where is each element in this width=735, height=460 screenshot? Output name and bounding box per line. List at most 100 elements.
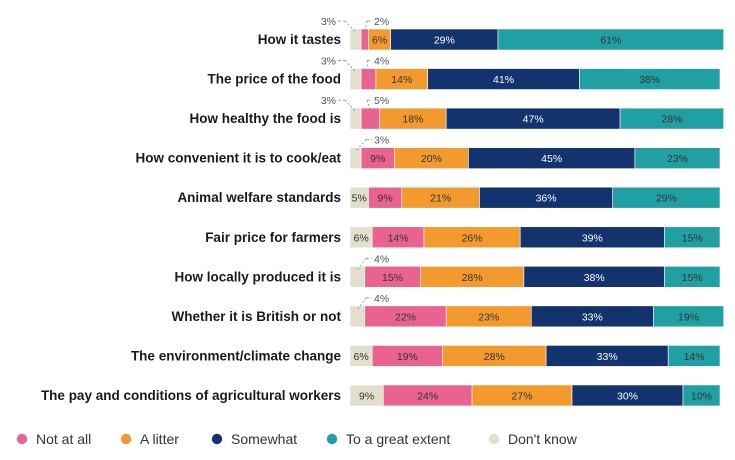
bar-don-t-know-8 bbox=[349, 305, 366, 328]
legend-swatch-a-litter bbox=[120, 433, 132, 445]
callout-dont-know-1: 3% bbox=[321, 16, 336, 28]
data-label-a-litter-6: 26% bbox=[462, 232, 483, 244]
callout-leader-4 bbox=[355, 139, 367, 152]
bar-to-a-great-extent-6 bbox=[664, 226, 721, 249]
data-label-not-at-all-7: 15% bbox=[382, 272, 403, 284]
bar-to-a-great-extent-8 bbox=[653, 305, 725, 328]
row-label-fair-price-for-farmers: Fair price for farmers bbox=[205, 230, 341, 245]
data-label-a-litter-8: 23% bbox=[478, 311, 499, 323]
row-label-how-it-tastes: How it tastes bbox=[258, 32, 341, 47]
bar-don-t-know-4 bbox=[349, 147, 362, 169]
callout-dont-know-2: 3% bbox=[321, 56, 336, 68]
legend-label-to-a-great-extent: To a great extent bbox=[346, 431, 450, 447]
data-label-a-litter-7: 28% bbox=[462, 272, 483, 284]
data-label-to-a-great-extent-2: 38% bbox=[639, 74, 660, 86]
data-label-a-litter-2: 14% bbox=[391, 74, 412, 86]
bar-to-a-great-extent-7 bbox=[664, 265, 721, 288]
legend-item-somewhat: Somewhat bbox=[211, 431, 297, 447]
data-label-a-litter-3: 18% bbox=[402, 114, 423, 126]
legend-item-a-litter: A litter bbox=[120, 431, 179, 447]
row-label-the-price-of-the-food: The price of the food bbox=[208, 72, 342, 87]
data-label-somewhat-5: 36% bbox=[536, 193, 557, 205]
callout-leader-3 bbox=[366, 99, 371, 112]
legend-swatch-don-t-know bbox=[488, 433, 500, 445]
data-label-somewhat-3: 47% bbox=[523, 114, 544, 126]
callout-leader-7 bbox=[357, 258, 367, 271]
data-label-don-t-know-5: 5% bbox=[352, 193, 367, 205]
bar-to-a-great-extent-2 bbox=[579, 68, 721, 90]
data-label-to-a-great-extent-4: 23% bbox=[667, 153, 688, 165]
legend-swatch-to-a-great-extent bbox=[326, 433, 338, 445]
data-label-not-at-all-8: 22% bbox=[395, 311, 416, 323]
row-label-how-locally-produced-it-is: How locally produced it is bbox=[174, 269, 341, 284]
legend-item-not-at-all: Not at all bbox=[16, 431, 91, 447]
row-label-how-convenient-it-is-to-cook-eat: How convenient it is to cook/eat bbox=[135, 151, 341, 166]
callout-not-at-all-2: 4% bbox=[374, 56, 389, 68]
callout-leader-1 bbox=[364, 20, 368, 33]
bar-don-t-know-2 bbox=[349, 68, 362, 90]
row-label-how-healthy-the-food-is: How healthy the food is bbox=[189, 111, 341, 126]
data-label-don-t-know-10: 9% bbox=[359, 390, 374, 402]
data-label-somewhat-9: 33% bbox=[597, 351, 618, 363]
callout-dont-know-8: 4% bbox=[374, 293, 389, 305]
data-label-not-at-all-9: 19% bbox=[397, 351, 418, 363]
data-label-don-t-know-6: 6% bbox=[354, 232, 369, 244]
legend-label-somewhat: Somewhat bbox=[231, 431, 297, 447]
legend-item-don-t-know: Don't know bbox=[488, 431, 578, 447]
callout-not-at-all-1: 2% bbox=[374, 16, 389, 28]
callout-dont-know-4: 3% bbox=[374, 135, 389, 147]
bar-to-a-great-extent-10 bbox=[682, 384, 721, 407]
data-label-somewhat-10: 30% bbox=[617, 390, 638, 402]
callouts: 3% 2% 3% 4% 3% 5% 3% 4% 4% bbox=[321, 16, 389, 311]
data-label-not-at-all-6: 14% bbox=[388, 232, 409, 244]
callout-not-at-all-3: 5% bbox=[374, 95, 389, 107]
data-label-a-litter-9: 28% bbox=[484, 351, 505, 363]
row-labels: How it tastes The price of the food How he… bbox=[41, 32, 342, 403]
callout-leader-2 bbox=[344, 60, 356, 72]
data-label-to-a-great-extent-5: 29% bbox=[656, 193, 677, 205]
bar-don-t-know-7 bbox=[349, 265, 366, 288]
data-label-a-litter-10: 27% bbox=[512, 390, 533, 402]
data-label-not-at-all-5: 9% bbox=[378, 193, 393, 205]
data-label-don-t-know-9: 6% bbox=[354, 351, 369, 363]
legend-item-to-a-great-extent: To a great extent bbox=[326, 431, 450, 447]
legend-label-don-t-know: Don't know bbox=[508, 431, 578, 447]
data-label-somewhat-7: 38% bbox=[584, 272, 605, 284]
bar-not-at-all-3 bbox=[360, 107, 380, 130]
legend-label-not-at-all: Not at all bbox=[36, 431, 91, 447]
row-label-the-pay-and-conditions-of-agricultural-workers: The pay and conditions of agricultural w… bbox=[41, 388, 341, 403]
data-label-not-at-all-4: 9% bbox=[370, 153, 385, 165]
bar-to-a-great-extent-3 bbox=[619, 107, 724, 130]
bar-not-at-all-1 bbox=[360, 28, 369, 51]
callout-leader-8 bbox=[357, 297, 367, 311]
row-label-animal-welfare-standards: Animal welfare standards bbox=[177, 190, 341, 205]
data-label-to-a-great-extent-3: 28% bbox=[661, 114, 682, 126]
data-label-not-at-all-10: 24% bbox=[417, 390, 438, 402]
data-label-a-litter-4: 20% bbox=[421, 153, 442, 165]
callout-leader-2 bbox=[366, 60, 369, 72]
bar-not-at-all-2 bbox=[360, 68, 377, 90]
legend-label-a-litter: A litter bbox=[140, 431, 179, 447]
bars: 6% 29% 61% 14% 41% 38% 18% 47% 28% 9% 20% 45% 23% 5% 9… bbox=[349, 28, 725, 407]
callout-leader-3 bbox=[344, 99, 356, 112]
callout-leader-1 bbox=[344, 20, 356, 33]
bar-to-a-great-extent-5 bbox=[612, 186, 721, 209]
callout-dont-know-7: 4% bbox=[374, 253, 389, 265]
data-label-a-litter-1: 6% bbox=[372, 35, 387, 47]
data-label-to-a-great-extent-7: 15% bbox=[682, 272, 703, 284]
data-label-somewhat-8: 33% bbox=[582, 311, 603, 323]
data-label-to-a-great-extent-1: 61% bbox=[600, 35, 621, 47]
data-label-to-a-great-extent-9: 14% bbox=[684, 351, 705, 363]
bar-to-a-great-extent-1 bbox=[497, 28, 724, 51]
data-label-to-a-great-extent-8: 19% bbox=[678, 311, 699, 323]
bar-don-t-know-3 bbox=[349, 107, 362, 130]
legend: Not at all A litter Somewhat To a great ext… bbox=[16, 431, 578, 447]
data-label-somewhat-2: 41% bbox=[493, 74, 514, 86]
row-label-the-environment-climate-change: The environment/climate change bbox=[131, 348, 342, 363]
bar-don-t-know-1 bbox=[349, 28, 362, 51]
data-label-somewhat-1: 29% bbox=[434, 35, 455, 47]
bar-to-a-great-extent-4 bbox=[634, 147, 721, 169]
callout-dont-know-3: 3% bbox=[321, 95, 336, 107]
row-label-whether-it-is-british-or-not: Whether it is British or not bbox=[171, 309, 341, 324]
